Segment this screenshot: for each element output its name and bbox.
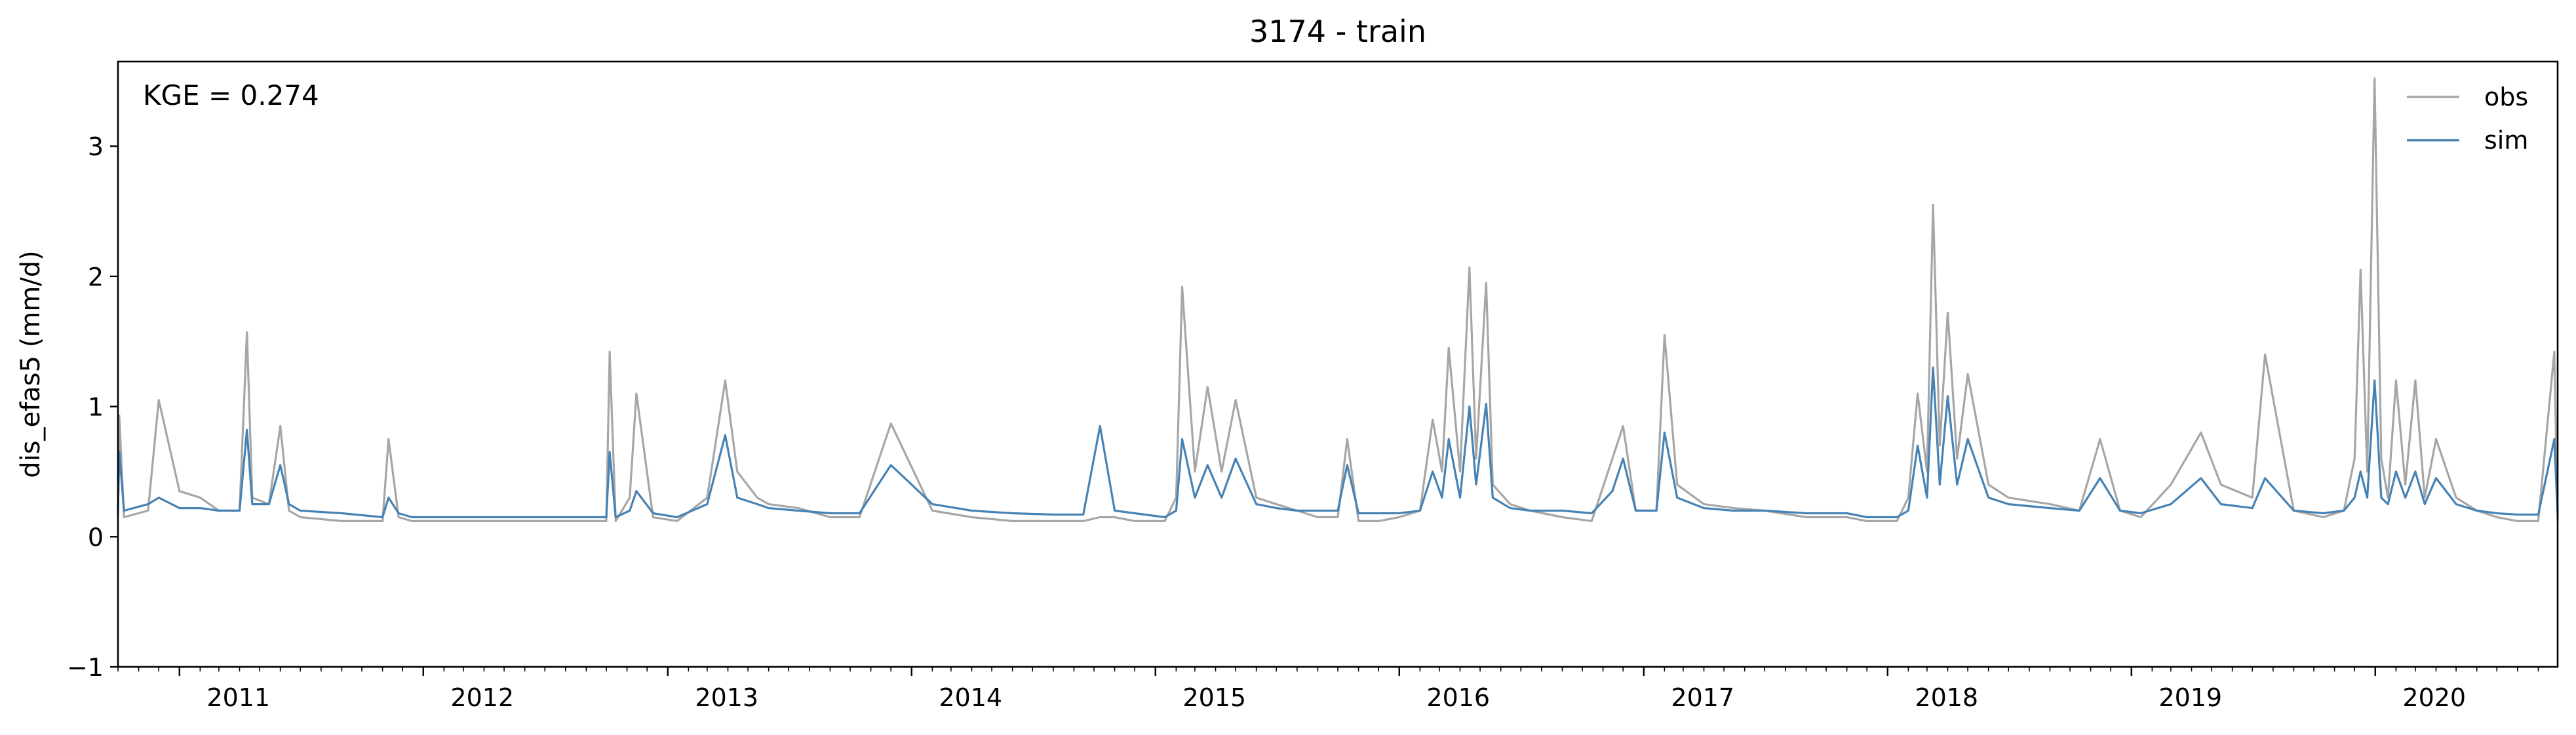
y-tick-label: 3	[88, 132, 104, 161]
chart-title: 3174 - train	[1249, 14, 1426, 49]
legend: obs sim	[2407, 83, 2528, 155]
x-tick-label: 2020	[2402, 683, 2466, 712]
kge-annotation: KGE = 0.274	[143, 79, 319, 111]
legend-label-obs: obs	[2484, 83, 2528, 111]
x-tick-label: 2015	[1182, 683, 1246, 712]
series-line-sim	[117, 366, 2559, 519]
y-tick-label: 0	[88, 523, 104, 552]
x-tick-label: 2016	[1426, 683, 1490, 712]
y-tick-label: 2	[88, 263, 104, 292]
y-tick-label: 1	[88, 393, 104, 422]
x-tick-label: 2017	[1671, 683, 1734, 712]
x-tick-label: 2013	[695, 683, 758, 712]
y-tick-label: −1	[67, 653, 104, 682]
x-tick-label: 2011	[206, 683, 270, 712]
tick-layer: −1 0 1 2 3 2011 2012 2013 2014 2015 2016 2017 2018 20…	[67, 132, 2539, 712]
x-tick-label: 2012	[450, 683, 514, 712]
legend-label-sim: sim	[2484, 126, 2528, 155]
plot-frame	[117, 60, 2559, 668]
x-tick-label: 2018	[1915, 683, 1978, 712]
series-line-obs	[117, 77, 2559, 522]
y-axis-label: dis_efas5 (mm/d)	[16, 250, 46, 478]
series-layer	[117, 77, 2559, 522]
x-tick-label: 2019	[2158, 683, 2222, 712]
x-tick-label: 2014	[939, 683, 1002, 712]
